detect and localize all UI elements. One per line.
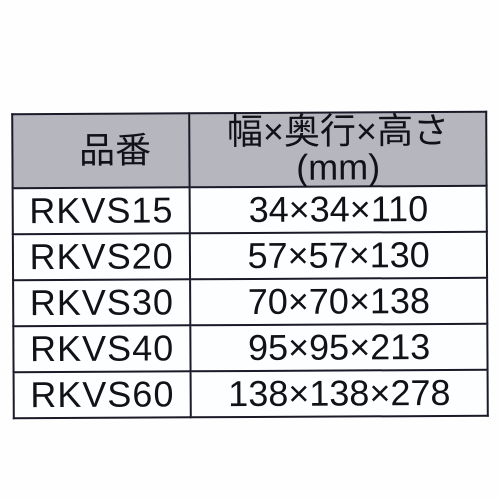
spec-card: 品番 幅×奥行×高さ(mm) RKVS15 34×34×110 RKVS20 5… <box>0 0 500 500</box>
header-row: 品番 幅×奥行×高さ(mm) <box>12 112 486 188</box>
cell-dim: 34×34×110 <box>190 186 487 234</box>
cell-part: RKVS15 <box>13 187 191 234</box>
table-row: RKVS20 57×57×130 <box>13 232 487 280</box>
cell-part: RKVS20 <box>13 233 191 280</box>
cell-dim: 57×57×130 <box>190 232 487 280</box>
cell-part: RKVS60 <box>14 371 192 418</box>
cell-part: RKVS30 <box>13 279 191 326</box>
table-body: RKVS15 34×34×110 RKVS20 57×57×130 RKVS30… <box>13 186 488 418</box>
cell-part: RKVS40 <box>13 325 191 372</box>
table-row: RKVS40 95×95×213 <box>13 324 487 372</box>
spec-table: 品番 幅×奥行×高さ(mm) RKVS15 34×34×110 RKVS20 5… <box>11 111 489 419</box>
cell-dim: 95×95×213 <box>191 324 488 372</box>
header-dimensions: 幅×奥行×高さ(mm) <box>190 112 487 188</box>
cell-dim: 70×70×138 <box>190 278 487 326</box>
table-row: RKVS30 70×70×138 <box>13 278 487 326</box>
cell-dim: 138×138×278 <box>191 370 488 418</box>
table-row: RKVS60 138×138×278 <box>14 370 488 418</box>
header-part-number: 品番 <box>12 113 190 188</box>
table-row: RKVS15 34×34×110 <box>13 186 487 234</box>
